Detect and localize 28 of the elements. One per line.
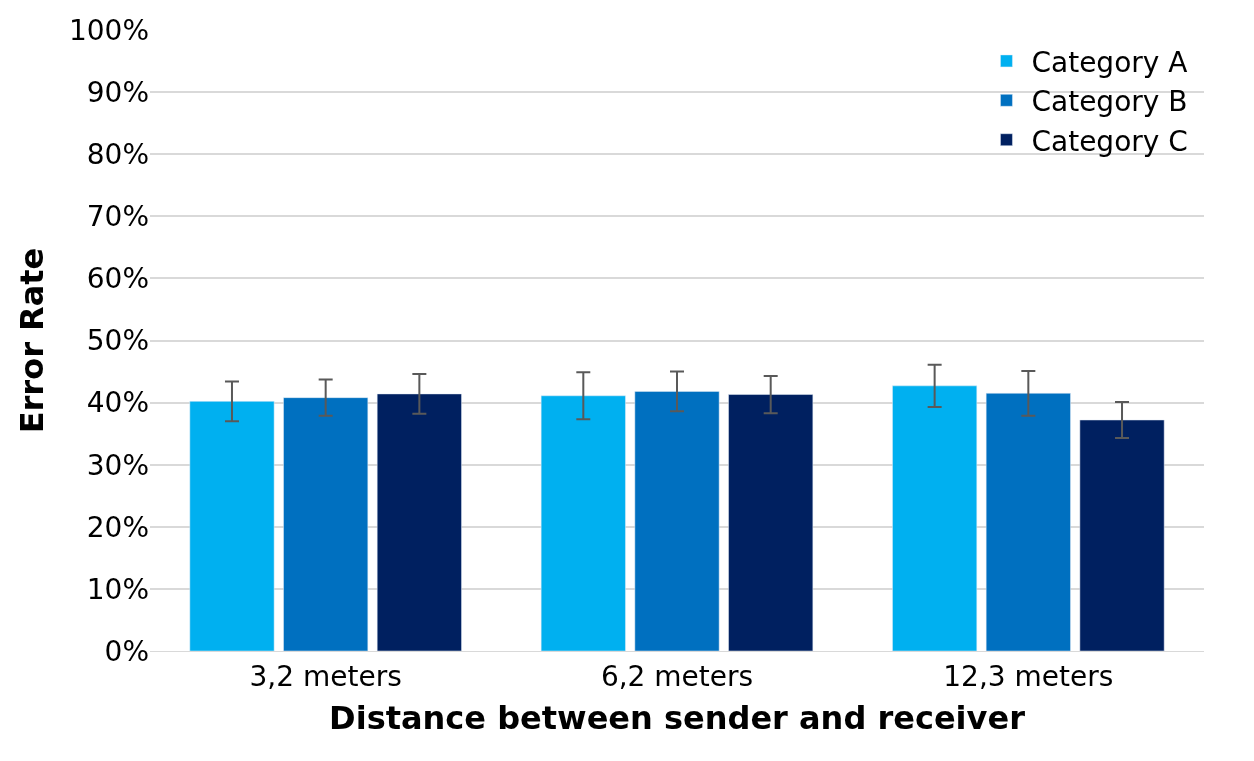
bar [189,401,275,651]
bar [376,393,462,651]
y-tick-label: 100% [68,13,149,47]
bar [892,385,978,651]
legend-label: Category B [1031,85,1188,119]
bar [540,395,626,651]
bar [1079,419,1165,651]
bar [985,393,1071,651]
y-tick-label: 80% [86,138,149,171]
y-tick-label: 20% [86,510,149,544]
bar [634,391,720,651]
legend-label: Category C [1031,124,1188,158]
bar [728,394,814,651]
y-tick-label: 90% [86,75,149,109]
x-tick-label: 6,2 meters [600,659,754,693]
y-tick-label: 50% [86,324,149,358]
x-tick-label: 12,3 meters [943,659,1114,693]
legend-label: Category A [1031,45,1188,79]
y-tick-label: 40% [86,386,149,420]
y-tick-label: 30% [86,448,149,482]
bar [283,397,369,651]
y-tick-label: 70% [86,200,149,234]
x-tick-label: 3,2 meters [249,659,402,693]
y-tick-label: 0% [104,634,149,668]
y-axis-title: Error Rate [13,247,52,434]
y-tick-label: 10% [86,572,149,606]
y-tick-label: 60% [86,262,149,296]
x-axis-title: Distance between sender and receiver [329,699,1026,738]
